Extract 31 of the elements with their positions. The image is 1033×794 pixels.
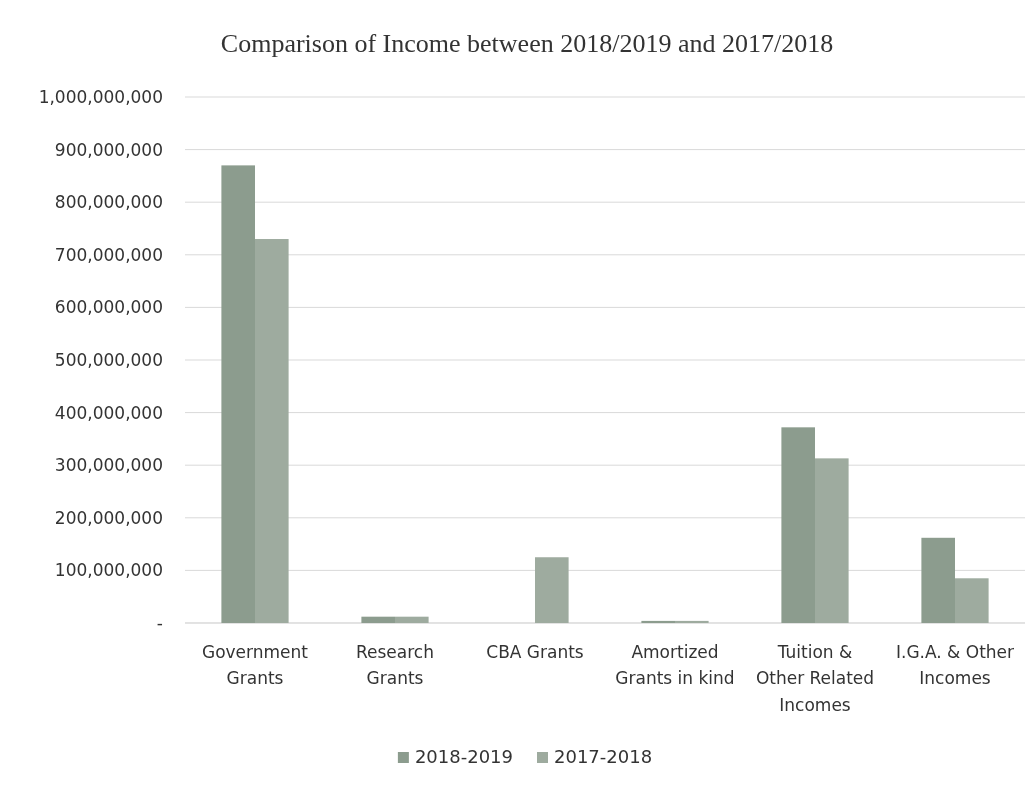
y-tick-label: 300,000,000 bbox=[54, 455, 163, 476]
bar bbox=[921, 537, 955, 623]
bar bbox=[815, 458, 849, 623]
bar bbox=[641, 620, 675, 623]
bar bbox=[781, 427, 815, 623]
bar bbox=[255, 239, 289, 623]
y-tick-label: 900,000,000 bbox=[54, 139, 163, 160]
x-tick-label: Tuition & Other Related Incomes bbox=[755, 642, 875, 715]
y-tick-label: 600,000,000 bbox=[54, 297, 163, 318]
x-tick-label: Government Grants bbox=[201, 642, 309, 689]
y-tick-label: 700,000,000 bbox=[54, 244, 163, 265]
bar bbox=[395, 616, 429, 623]
chart-title: Comparison of Income between 2018/2019 and 2017/2018 bbox=[220, 29, 834, 58]
y-tick-label: 400,000,000 bbox=[54, 402, 163, 423]
legend-label: 2018-2019 bbox=[414, 746, 513, 767]
y-tick-label: - bbox=[156, 612, 163, 633]
y-tick-label: 1,000,000,000 bbox=[38, 86, 163, 107]
x-tick-label: Amortized Grants in kind bbox=[615, 642, 735, 689]
x-tick-label: Research Grants bbox=[356, 642, 434, 689]
x-tick-label: CBA Grants bbox=[486, 642, 584, 662]
legend-label: 2017-2018 bbox=[554, 746, 653, 767]
y-tick-label: 500,000,000 bbox=[54, 349, 163, 370]
y-tick-label: 100,000,000 bbox=[54, 560, 163, 581]
bar bbox=[675, 620, 709, 623]
x-tick-label: I.G.A. & Other Incomes bbox=[895, 642, 1015, 689]
bar bbox=[955, 578, 989, 623]
y-tick-label: 200,000,000 bbox=[54, 507, 163, 528]
bar bbox=[221, 165, 255, 623]
y-tick-label: 800,000,000 bbox=[54, 192, 163, 213]
bar bbox=[535, 557, 569, 623]
bar bbox=[361, 616, 395, 623]
